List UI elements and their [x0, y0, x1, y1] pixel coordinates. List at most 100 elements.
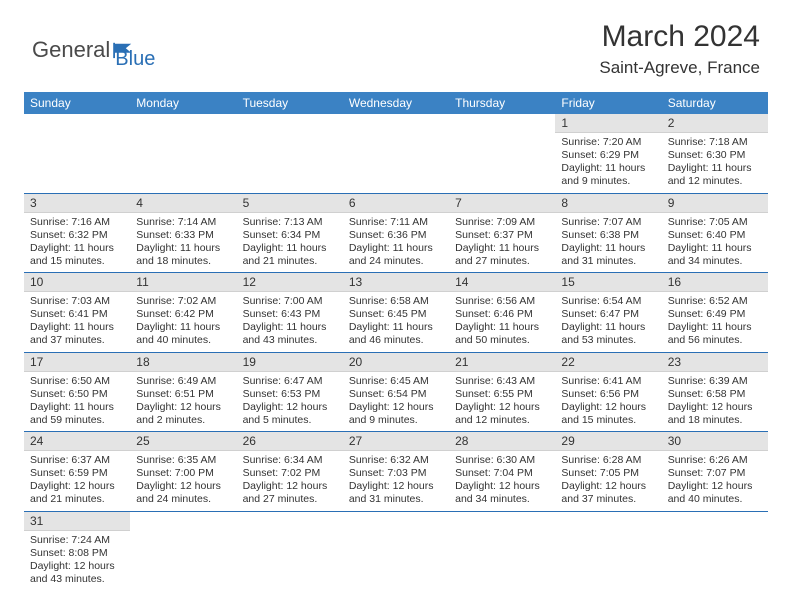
day-number: 31	[24, 512, 130, 531]
weekday-header: Thursday	[449, 92, 555, 114]
calendar-cell: 9Sunrise: 7:05 AMSunset: 6:40 PMDaylight…	[662, 194, 768, 274]
calendar-cell: 4Sunrise: 7:14 AMSunset: 6:33 PMDaylight…	[130, 194, 236, 274]
day-details	[130, 530, 236, 591]
calendar-row: 31Sunrise: 7:24 AMSunset: 8:08 PMDayligh…	[24, 512, 768, 591]
day-number: 6	[343, 194, 449, 213]
calendar-cell: 18Sunrise: 6:49 AMSunset: 6:51 PMDayligh…	[130, 353, 236, 433]
day-details: Sunrise: 6:34 AMSunset: 7:02 PMDaylight:…	[237, 451, 343, 512]
day-details: Sunrise: 7:02 AMSunset: 6:42 PMDaylight:…	[130, 292, 236, 353]
day-details: Sunrise: 7:14 AMSunset: 6:33 PMDaylight:…	[130, 213, 236, 274]
weekday-header: Wednesday	[343, 92, 449, 114]
day-details	[24, 132, 130, 194]
calendar-cell: 17Sunrise: 6:50 AMSunset: 6:50 PMDayligh…	[24, 353, 130, 433]
calendar-cell: 13Sunrise: 6:58 AMSunset: 6:45 PMDayligh…	[343, 273, 449, 353]
calendar-cell: 24Sunrise: 6:37 AMSunset: 6:59 PMDayligh…	[24, 432, 130, 512]
calendar-cell: 5Sunrise: 7:13 AMSunset: 6:34 PMDaylight…	[237, 194, 343, 274]
day-details: Sunrise: 7:00 AMSunset: 6:43 PMDaylight:…	[237, 292, 343, 353]
calendar-cell: 14Sunrise: 6:56 AMSunset: 6:46 PMDayligh…	[449, 273, 555, 353]
calendar-cell: 10Sunrise: 7:03 AMSunset: 6:41 PMDayligh…	[24, 273, 130, 353]
day-number: 8	[555, 194, 661, 213]
calendar-cell: 29Sunrise: 6:28 AMSunset: 7:05 PMDayligh…	[555, 432, 661, 512]
day-number: 1	[555, 114, 661, 133]
calendar-cell	[449, 114, 555, 194]
calendar-table: SundayMondayTuesdayWednesdayThursdayFrid…	[24, 92, 768, 590]
day-details: Sunrise: 7:16 AMSunset: 6:32 PMDaylight:…	[24, 213, 130, 274]
calendar-cell: 7Sunrise: 7:09 AMSunset: 6:37 PMDaylight…	[449, 194, 555, 274]
day-number: 10	[24, 273, 130, 292]
calendar-cell: 31Sunrise: 7:24 AMSunset: 8:08 PMDayligh…	[24, 512, 130, 591]
page-header: General Blue March 2024 Saint-Agreve, Fr…	[0, 0, 792, 86]
day-number: 7	[449, 194, 555, 213]
logo-text-a: General	[32, 37, 110, 63]
day-details	[130, 132, 236, 194]
day-number	[662, 512, 768, 530]
day-details: Sunrise: 7:13 AMSunset: 6:34 PMDaylight:…	[237, 213, 343, 274]
logo-text-b: Blue	[115, 48, 155, 71]
calendar-cell	[130, 512, 236, 591]
calendar-row: 17Sunrise: 6:50 AMSunset: 6:50 PMDayligh…	[24, 353, 768, 433]
day-details: Sunrise: 6:50 AMSunset: 6:50 PMDaylight:…	[24, 372, 130, 433]
day-details: Sunrise: 7:03 AMSunset: 6:41 PMDaylight:…	[24, 292, 130, 353]
calendar-body: 1Sunrise: 7:20 AMSunset: 6:29 PMDaylight…	[24, 114, 768, 590]
day-number	[130, 512, 236, 530]
day-details	[343, 132, 449, 194]
day-number: 26	[237, 432, 343, 451]
calendar-cell: 2Sunrise: 7:18 AMSunset: 6:30 PMDaylight…	[662, 114, 768, 194]
day-details	[449, 530, 555, 591]
calendar-cell: 22Sunrise: 6:41 AMSunset: 6:56 PMDayligh…	[555, 353, 661, 433]
day-details: Sunrise: 6:30 AMSunset: 7:04 PMDaylight:…	[449, 451, 555, 512]
day-details: Sunrise: 6:56 AMSunset: 6:46 PMDaylight:…	[449, 292, 555, 353]
calendar-cell: 16Sunrise: 6:52 AMSunset: 6:49 PMDayligh…	[662, 273, 768, 353]
day-details: Sunrise: 6:37 AMSunset: 6:59 PMDaylight:…	[24, 451, 130, 512]
calendar-cell	[555, 512, 661, 591]
day-details	[237, 530, 343, 591]
calendar-cell	[449, 512, 555, 591]
day-details: Sunrise: 7:20 AMSunset: 6:29 PMDaylight:…	[555, 133, 661, 194]
day-number: 21	[449, 353, 555, 372]
calendar-cell: 27Sunrise: 6:32 AMSunset: 7:03 PMDayligh…	[343, 432, 449, 512]
day-details: Sunrise: 6:35 AMSunset: 7:00 PMDaylight:…	[130, 451, 236, 512]
day-number: 30	[662, 432, 768, 451]
day-number: 16	[662, 273, 768, 292]
day-number: 17	[24, 353, 130, 372]
day-number: 11	[130, 273, 236, 292]
title-block: March 2024 Saint-Agreve, France	[599, 20, 760, 78]
calendar-cell: 6Sunrise: 7:11 AMSunset: 6:36 PMDaylight…	[343, 194, 449, 274]
day-number: 3	[24, 194, 130, 213]
day-details: Sunrise: 6:32 AMSunset: 7:03 PMDaylight:…	[343, 451, 449, 512]
day-details: Sunrise: 6:41 AMSunset: 6:56 PMDaylight:…	[555, 372, 661, 433]
calendar-row: 1Sunrise: 7:20 AMSunset: 6:29 PMDaylight…	[24, 114, 768, 194]
day-details	[555, 530, 661, 591]
day-details: Sunrise: 6:39 AMSunset: 6:58 PMDaylight:…	[662, 372, 768, 433]
day-details: Sunrise: 6:28 AMSunset: 7:05 PMDaylight:…	[555, 451, 661, 512]
logo: General Blue	[32, 28, 155, 71]
day-details: Sunrise: 6:58 AMSunset: 6:45 PMDaylight:…	[343, 292, 449, 353]
calendar-cell: 15Sunrise: 6:54 AMSunset: 6:47 PMDayligh…	[555, 273, 661, 353]
calendar-cell: 28Sunrise: 6:30 AMSunset: 7:04 PMDayligh…	[449, 432, 555, 512]
day-number	[449, 512, 555, 530]
calendar-cell: 12Sunrise: 7:00 AMSunset: 6:43 PMDayligh…	[237, 273, 343, 353]
day-details: Sunrise: 6:52 AMSunset: 6:49 PMDaylight:…	[662, 292, 768, 353]
day-details: Sunrise: 7:24 AMSunset: 8:08 PMDaylight:…	[24, 531, 130, 591]
day-number	[130, 114, 236, 132]
day-number: 9	[662, 194, 768, 213]
day-number: 29	[555, 432, 661, 451]
weekday-header: Friday	[555, 92, 661, 114]
day-number	[237, 114, 343, 132]
day-details: Sunrise: 7:09 AMSunset: 6:37 PMDaylight:…	[449, 213, 555, 274]
day-details: Sunrise: 6:45 AMSunset: 6:54 PMDaylight:…	[343, 372, 449, 433]
calendar-cell	[24, 114, 130, 194]
day-details: Sunrise: 6:54 AMSunset: 6:47 PMDaylight:…	[555, 292, 661, 353]
weekday-header: Monday	[130, 92, 236, 114]
calendar-row: 24Sunrise: 6:37 AMSunset: 6:59 PMDayligh…	[24, 432, 768, 512]
day-number	[343, 512, 449, 530]
weekday-header: Saturday	[662, 92, 768, 114]
day-number: 28	[449, 432, 555, 451]
day-number	[449, 114, 555, 132]
calendar-cell: 11Sunrise: 7:02 AMSunset: 6:42 PMDayligh…	[130, 273, 236, 353]
day-number: 24	[24, 432, 130, 451]
calendar-cell	[237, 512, 343, 591]
day-number: 23	[662, 353, 768, 372]
day-number: 25	[130, 432, 236, 451]
day-details: Sunrise: 6:47 AMSunset: 6:53 PMDaylight:…	[237, 372, 343, 433]
